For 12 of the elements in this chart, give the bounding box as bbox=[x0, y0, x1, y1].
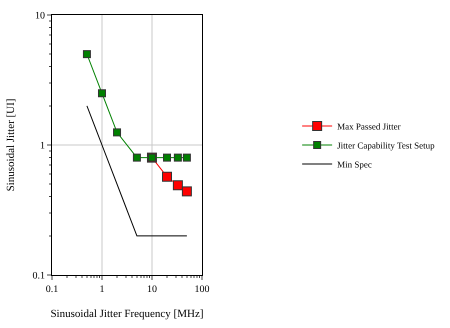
y-axis-title: Sinusoidal Jitter [UI] bbox=[5, 98, 18, 192]
x-tick-label: 1 bbox=[99, 284, 104, 295]
legend-label: Jitter Capability Test Setup bbox=[337, 140, 436, 151]
legend-label: Max Passed Jitter bbox=[337, 122, 401, 132]
x-tick-label: 100 bbox=[194, 284, 210, 295]
y-tick-label: 10 bbox=[35, 10, 45, 22]
x-tick-label: 10 bbox=[146, 284, 157, 295]
x-axis-title: Sinusoidal Jitter Frequency [MHz] bbox=[50, 308, 204, 320]
y-tick-label: 1 bbox=[40, 140, 45, 152]
legend-label: Min Spec bbox=[337, 160, 372, 170]
x-tick-label: 0.1 bbox=[46, 284, 58, 295]
y-tick-label: 0.1 bbox=[32, 270, 45, 282]
